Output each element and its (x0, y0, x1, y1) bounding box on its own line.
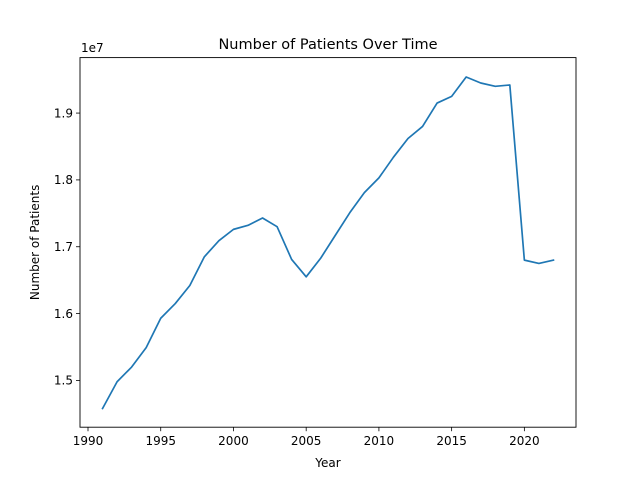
y-axis-ticks: 1.5 1.6 1.7 1.8 1.9 (54, 106, 80, 388)
y-tick-label: 1.6 (54, 307, 73, 321)
y-axis-label: Number of Patients (28, 185, 42, 300)
axes-frame (79, 57, 577, 428)
y-tick-label: 1.8 (54, 173, 73, 187)
x-tick-label: 1995 (145, 434, 176, 448)
x-axis-ticks: 1990 1995 2000 2005 2010 2015 2020 (73, 427, 540, 448)
x-axis-label: Year (314, 456, 340, 470)
x-tick-label: 2015 (436, 434, 467, 448)
y-offset-label: 1e7 (81, 41, 104, 55)
series-line (101, 76, 555, 410)
series-layer (101, 76, 555, 410)
y-tick-label: 1.7 (54, 240, 73, 254)
chart-title: Number of Patients Over Time (218, 37, 437, 53)
x-tick-label: 1990 (73, 434, 104, 448)
x-tick-label: 2020 (509, 434, 540, 448)
y-tick-label: 1.9 (54, 106, 73, 120)
x-tick-label: 2000 (218, 434, 249, 448)
x-tick-label: 2010 (364, 434, 395, 448)
y-tick-label: 1.5 (54, 374, 73, 388)
x-tick-label: 2005 (291, 434, 322, 448)
